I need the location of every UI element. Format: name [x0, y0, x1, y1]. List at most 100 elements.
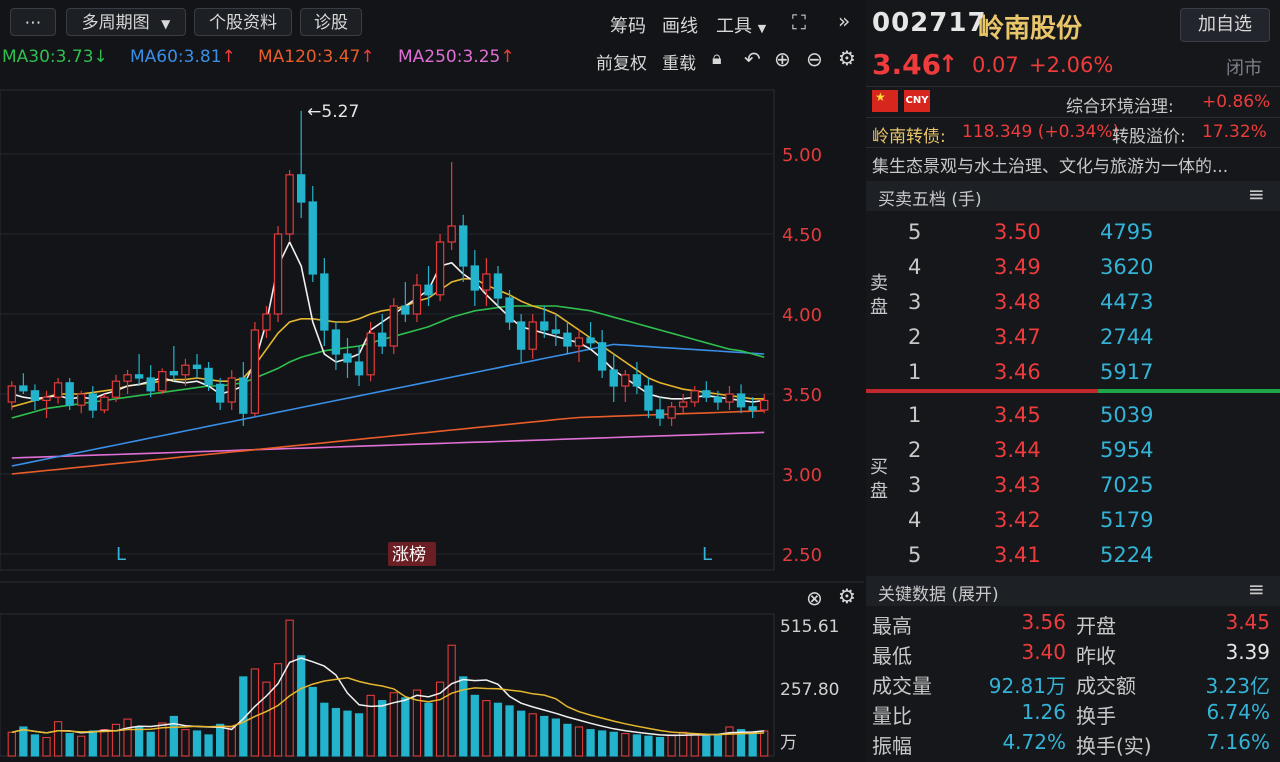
quote-panel: 002717 岭南股份 加自选 3.46 ↑ 0.07 +2.06% 闭市 ★ …	[866, 0, 1280, 762]
menu-icon[interactable]: ≡	[1248, 577, 1265, 601]
more-button[interactable]: ⋯	[10, 8, 56, 36]
candle-body	[111, 380, 121, 398]
candle-body	[285, 174, 294, 235]
volume-bar	[713, 734, 723, 757]
volume-bar	[447, 644, 456, 757]
buy-row[interactable]: 2 3.44 5954	[866, 432, 1280, 467]
gear-icon[interactable]: ⚙	[838, 46, 856, 70]
volume-tick-label: 万	[780, 733, 797, 753]
stock-name: 岭南股份	[978, 14, 1083, 44]
sell-price[interactable]: 3.47	[994, 325, 1041, 349]
expand-icon[interactable]: ⛶	[792, 10, 806, 34]
volume-bar	[459, 676, 468, 757]
high-marker: ←5.27	[307, 102, 359, 122]
reload-button[interactable]: 重载	[662, 54, 696, 74]
premium-label: 转股溢价:	[1112, 127, 1186, 147]
y-tick-label: 3.00	[782, 465, 822, 486]
buy-volume: 7025	[1100, 473, 1154, 497]
chips-button[interactable]: 筹码	[610, 16, 646, 37]
buy-price[interactable]: 3.42	[994, 508, 1041, 532]
zoom-out-icon[interactable]: ⊖	[806, 47, 823, 71]
double-chevron-right-icon[interactable]: »	[838, 9, 851, 33]
candle-body	[528, 321, 537, 350]
keydata-value: 3.23亿	[1205, 674, 1270, 698]
close-circle-icon[interactable]: ⊗	[806, 586, 823, 610]
low-badge: L	[116, 544, 126, 565]
diagnose-button[interactable]: 诊股	[300, 8, 362, 36]
zoom-in-icon[interactable]: ⊕	[774, 47, 791, 71]
volume-bar	[470, 694, 479, 757]
candle-body	[435, 241, 445, 296]
buy-price[interactable]: 3.45	[994, 403, 1041, 427]
volume-tick-label: 257.80	[780, 680, 839, 700]
volume-bar	[725, 726, 734, 757]
buy-row[interactable]: 5 3.41 5224	[866, 537, 1280, 572]
lock-icon[interactable]: 🔒︎	[712, 48, 722, 69]
last-price: 3.46	[872, 48, 942, 81]
sell-row[interactable]: 1 3.46 5917	[866, 354, 1280, 389]
volume-bar	[216, 723, 225, 757]
limit-up-badge-bg	[388, 542, 436, 566]
volume-bar	[389, 692, 398, 757]
candle-body	[609, 369, 618, 387]
volume-bar	[586, 729, 595, 757]
period-dropdown[interactable]: 多周期图 ▼	[66, 8, 186, 36]
undo-icon[interactable]: ↶	[744, 47, 761, 71]
sector-name[interactable]: 综合环境治理:	[1066, 97, 1174, 117]
volume-ma10-line	[11, 677, 765, 736]
volume-bar	[285, 619, 294, 757]
candle-body	[540, 321, 549, 331]
keydata-title[interactable]: 关键数据 (展开)	[878, 585, 999, 605]
buy-price[interactable]: 3.44	[994, 438, 1041, 462]
company-description[interactable]: 集生态景观与水土治理、文化与旅游为一体的...	[872, 157, 1229, 177]
volume-bar	[435, 681, 445, 757]
keydata-value: 6.74%	[1206, 700, 1270, 724]
adjust-button[interactable]: 前复权	[596, 54, 647, 74]
keydata-value: 7.16%	[1206, 730, 1270, 754]
tools-dropdown[interactable]: 工具 ▼	[716, 12, 766, 38]
draw-button[interactable]: 画线	[662, 16, 698, 37]
candle-body	[158, 371, 167, 392]
volume-bar	[239, 676, 248, 757]
sell-row[interactable]: 2 3.47 2744	[866, 319, 1280, 354]
sell-price[interactable]: 3.49	[994, 255, 1041, 279]
sell-row[interactable]: 3 3.48 4473	[866, 284, 1280, 319]
candle-body	[181, 364, 190, 376]
buy-volume: 5179	[1100, 508, 1154, 532]
sell-row[interactable]: 5 3.50 4795	[866, 214, 1280, 249]
volume-bar	[53, 721, 63, 757]
menu-icon[interactable]: ≡	[1248, 182, 1265, 206]
buy-price[interactable]: 3.43	[994, 473, 1041, 497]
volume-bar	[65, 733, 74, 757]
candle-body	[42, 396, 51, 402]
buy-side: 买盘	[866, 396, 894, 568]
bond-label[interactable]: 岭南转债:	[872, 127, 946, 147]
keydata-label: 量比	[872, 704, 912, 728]
candle-body	[19, 385, 28, 392]
volume-bar	[621, 733, 630, 757]
volume-bar	[19, 726, 28, 757]
volume-bar	[609, 731, 618, 757]
ma60-line	[11, 343, 765, 467]
buy-row[interactable]: 3 3.43 7025	[866, 467, 1280, 502]
sell-price[interactable]: 3.48	[994, 290, 1041, 314]
chart-canvas[interactable]: 5.00 4.50 4.00 3.50 3.00 2.50 ←5.27 L 涨榜 L 515.61 2…	[0, 0, 864, 762]
buy-level: 2	[908, 438, 922, 462]
chart-panel[interactable]: 5.00 4.50 4.00 3.50 3.00 2.50 ←5.27 L 涨榜 L 515.61 2…	[0, 0, 864, 762]
keydata-value: 4.72%	[1002, 730, 1066, 754]
arrow-up-icon: ↑	[500, 47, 515, 67]
sell-row[interactable]: 4 3.49 3620	[866, 249, 1280, 284]
profile-button[interactable]: 个股资料	[194, 8, 292, 36]
buy-price[interactable]: 3.41	[994, 543, 1041, 567]
add-watchlist-button[interactable]: 加自选	[1180, 8, 1270, 42]
buy-row[interactable]: 1 3.45 5039	[866, 397, 1280, 432]
sell-price[interactable]: 3.46	[994, 360, 1041, 384]
gear-icon[interactable]: ⚙	[838, 584, 856, 608]
buy-row[interactable]: 4 3.42 5179	[866, 502, 1280, 537]
keydata-value: 3.40	[1021, 640, 1066, 664]
sell-price[interactable]: 3.50	[994, 220, 1041, 244]
candle-body	[320, 273, 329, 331]
low-badge: L	[702, 544, 712, 565]
y-tick-label: 4.50	[782, 225, 822, 246]
candle-body	[713, 396, 723, 403]
